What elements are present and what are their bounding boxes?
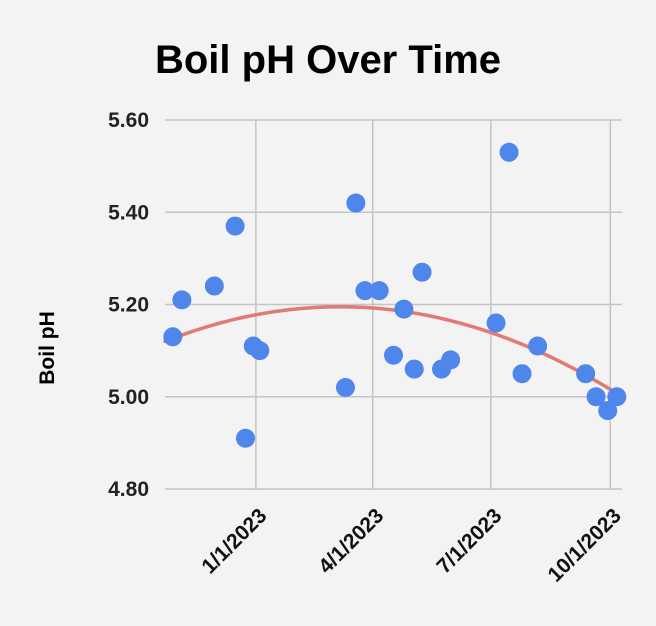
y-tick-label: 5.40 — [108, 201, 149, 224]
data-point — [528, 336, 548, 356]
data-point — [586, 387, 606, 407]
scatter-points — [163, 142, 627, 448]
data-point — [607, 387, 627, 407]
data-point — [441, 350, 461, 370]
data-point — [404, 359, 424, 379]
y-tick-label: 5.00 — [108, 386, 149, 409]
data-point — [394, 299, 414, 319]
data-point — [486, 313, 506, 333]
data-point — [369, 281, 389, 301]
data-point — [172, 290, 192, 310]
y-tick-label: 5.20 — [108, 294, 149, 317]
data-point — [384, 345, 403, 365]
data-point — [576, 364, 596, 384]
data-point — [163, 327, 183, 347]
data-point — [346, 193, 366, 213]
data-point — [204, 276, 224, 296]
data-point — [412, 262, 432, 282]
data-point — [598, 401, 618, 421]
data-point — [512, 364, 532, 384]
data-point — [250, 341, 270, 361]
trendline — [163, 305, 624, 399]
y-tick-label: 5.60 — [108, 109, 149, 132]
data-point — [235, 428, 255, 448]
chart-title: Boil pH Over Time — [155, 38, 501, 82]
data-point — [499, 142, 519, 162]
data-point — [355, 281, 375, 301]
trendline-group — [163, 305, 624, 399]
data-point — [335, 378, 355, 398]
y-tick-label: 4.80 — [108, 478, 149, 501]
y-axis-label: Boil pH — [36, 311, 59, 385]
y-axis-ticks: 4.80 5.00 5.20 5.40 5.60 — [108, 109, 149, 501]
grid-lines — [165, 119, 622, 490]
data-point — [225, 216, 245, 236]
